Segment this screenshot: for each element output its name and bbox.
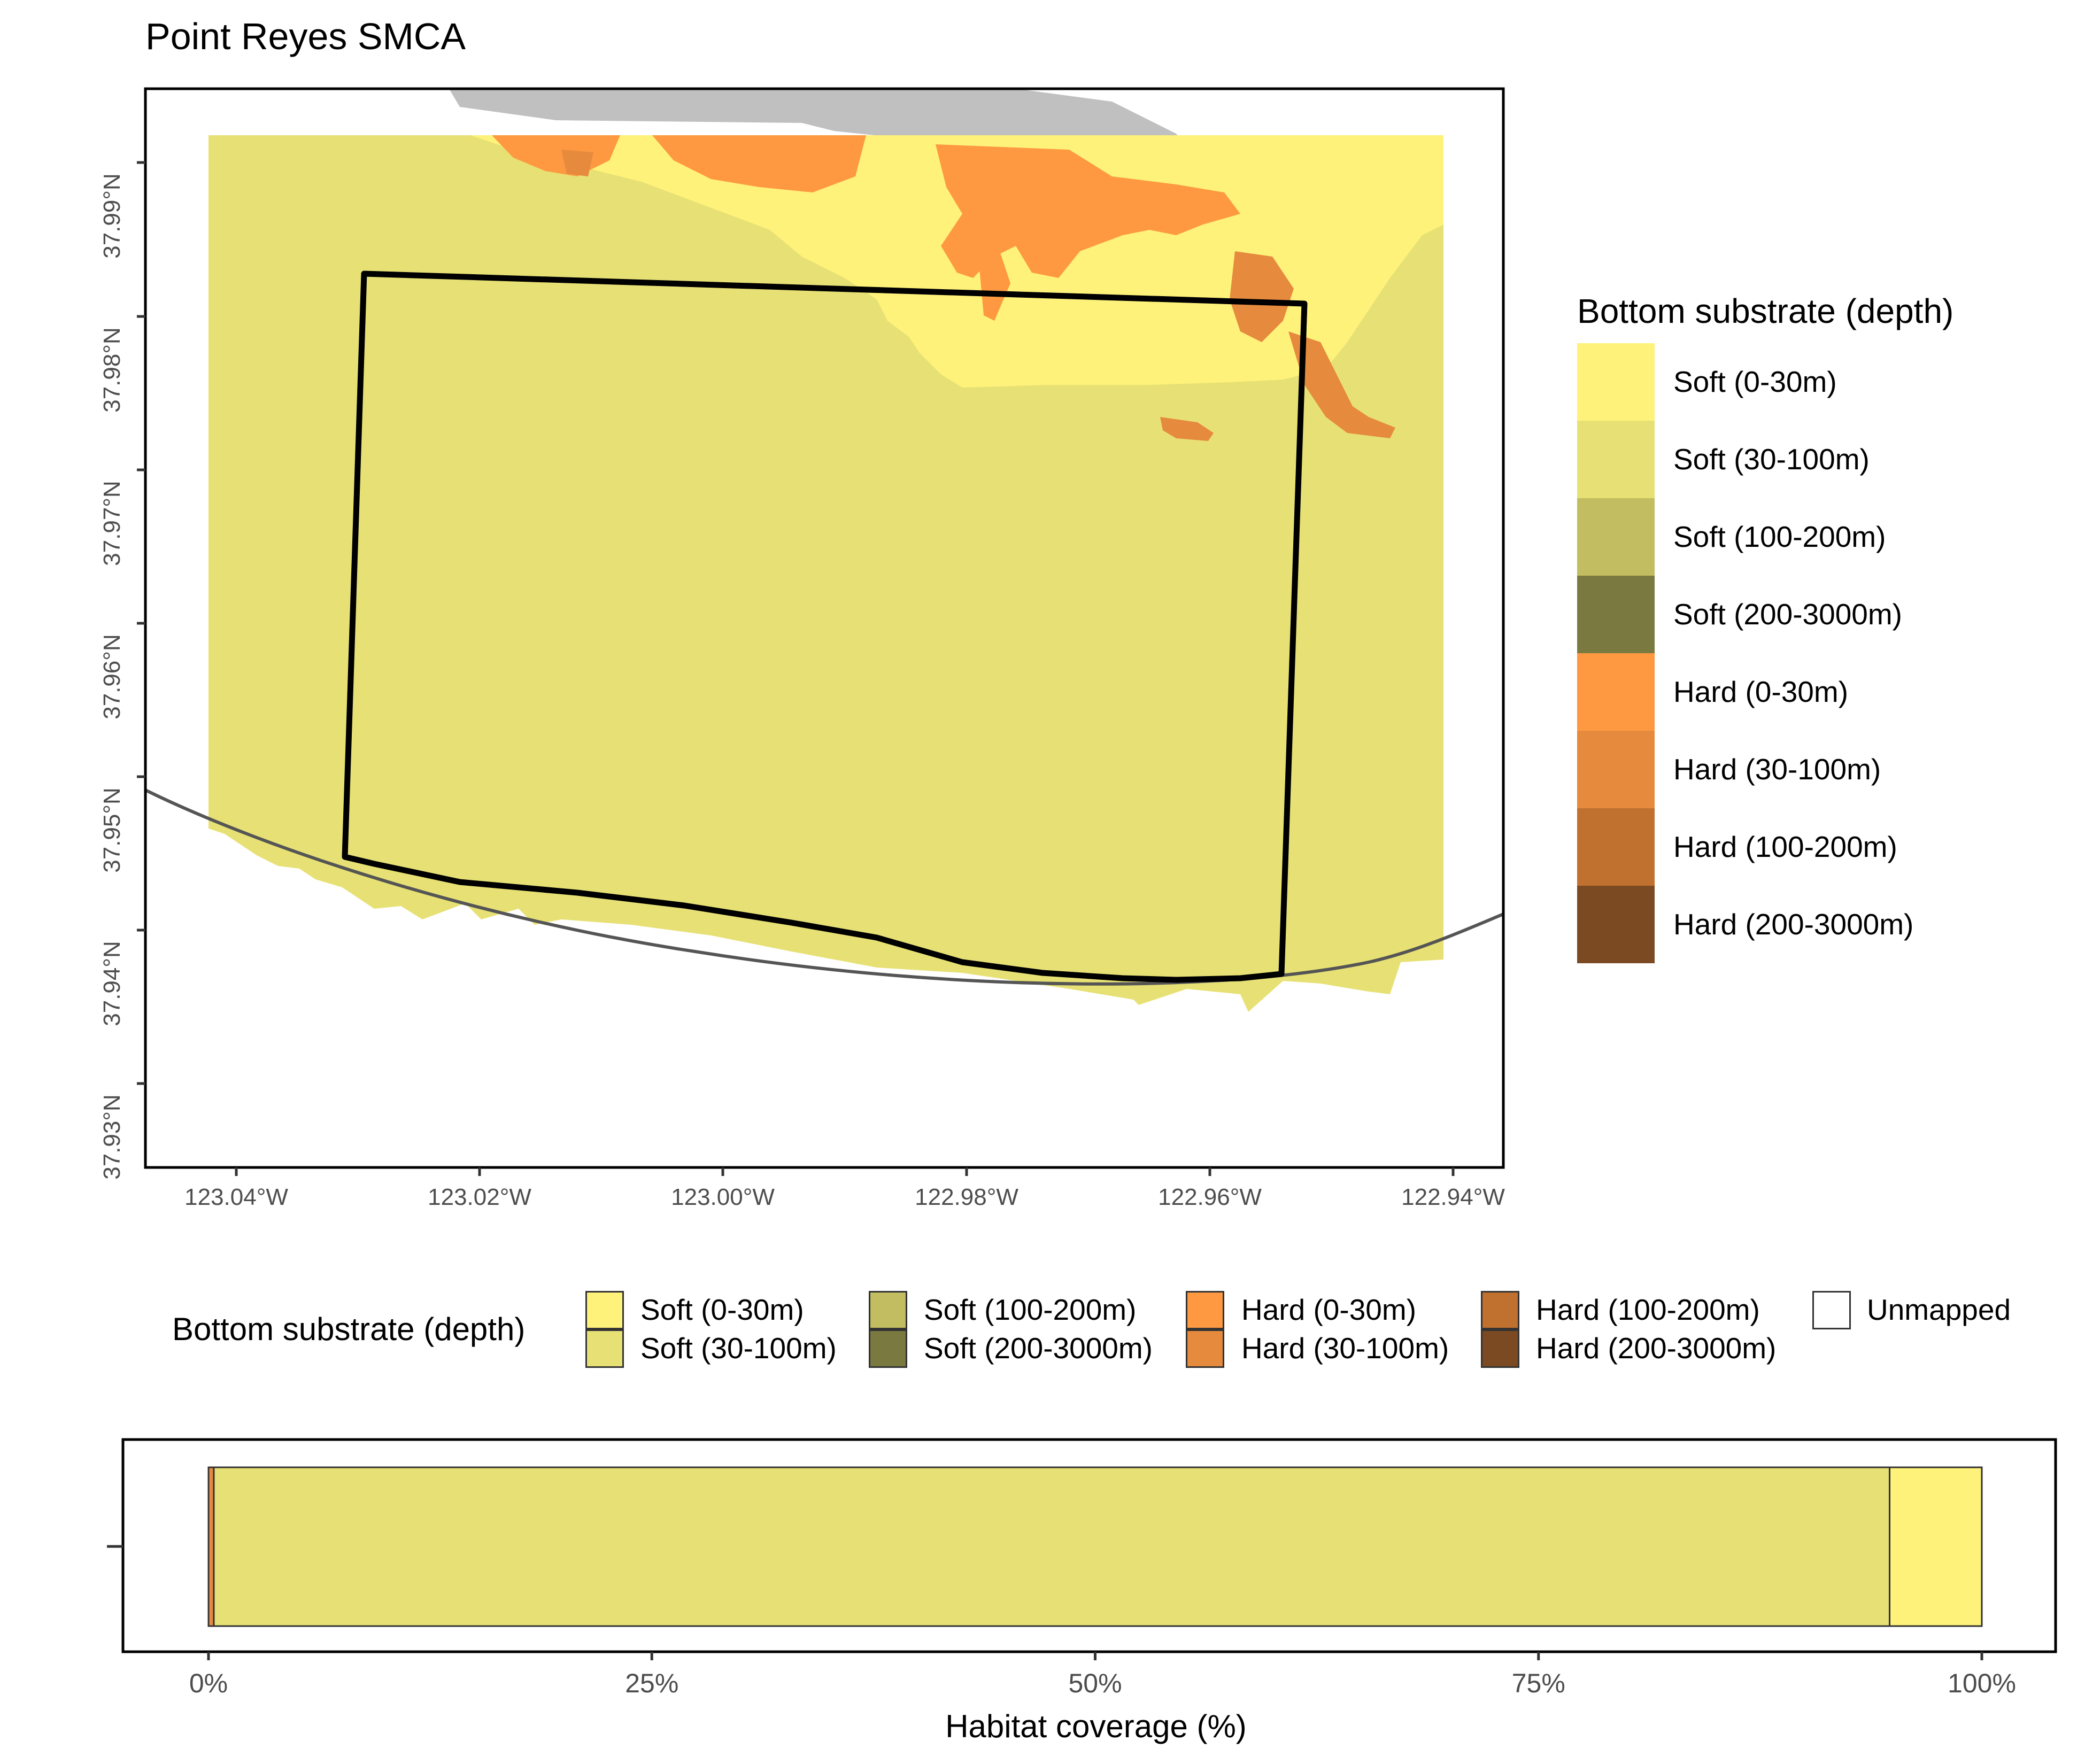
legend-label: Soft (100-200m): [1673, 520, 1886, 553]
legend-swatch: [1577, 343, 1655, 421]
bottom-legend-label: Unmapped: [1867, 1293, 2011, 1326]
boundary-curve: [145, 788, 1503, 986]
x-tick-label: 123.04°W: [184, 1184, 288, 1210]
bottom-legend-label: Soft (100-200m): [924, 1293, 1137, 1326]
map-frame: [144, 87, 1505, 1169]
bottom-legend-swatch: [585, 1291, 624, 1329]
x-tick-label: 123.02°W: [428, 1184, 531, 1210]
legend-label: Hard (30-100m): [1673, 753, 1881, 786]
bottom-legend-label: Hard (200-3000m): [1536, 1332, 1777, 1365]
bottom-legend-swatch: [1481, 1291, 1519, 1329]
x-tick-label: 122.94°W: [1401, 1184, 1505, 1210]
bar-segment: [1889, 1466, 1983, 1627]
legend-label: Hard (0-30m): [1673, 675, 1849, 708]
bar-group: [207, 1466, 1983, 1627]
bottom-legend-swatch: [869, 1291, 907, 1329]
chart-x-tick-label: 100%: [1948, 1668, 2016, 1698]
chart-x-tick-label: 0%: [189, 1668, 228, 1698]
legend-swatch: [1577, 886, 1655, 963]
chart-x-tick-label: 75%: [1511, 1668, 1565, 1698]
legend-label: Soft (200-3000m): [1673, 598, 1902, 631]
chart-x-label: Habitat coverage (%): [945, 1708, 1247, 1744]
land-polygon: [449, 89, 1203, 187]
bottom-legend-label: Hard (100-200m): [1536, 1293, 1760, 1326]
legend-label: Soft (0-30m): [1673, 365, 1837, 398]
legend-swatch: [1577, 731, 1655, 808]
x-tick-label: 122.96°W: [1158, 1184, 1262, 1210]
map-y-ticks: [137, 161, 145, 1085]
bottom-legend-label: Soft (200-3000m): [924, 1332, 1153, 1365]
legend-title: Bottom substrate (depth): [1577, 292, 1954, 330]
bottom-legend-swatch: [1812, 1291, 1851, 1329]
bottom-legend-swatch: [585, 1329, 624, 1368]
hard-30-100-patches: [561, 150, 1395, 441]
bottom-legend-swatch: [1186, 1329, 1224, 1368]
bar-segment: [213, 1466, 1891, 1627]
bottom-legend-swatch: [869, 1329, 907, 1368]
bottom-legend-swatch: [1481, 1329, 1519, 1368]
x-tick-label: 122.98°W: [915, 1184, 1018, 1210]
bottom-legend-label: Hard (30-100m): [1241, 1332, 1449, 1365]
legend-swatch: [1577, 498, 1655, 576]
map-x-ticks: [235, 1167, 1455, 1176]
bottom-legend-label: Soft (30-100m): [640, 1332, 837, 1365]
legend-swatch: [1577, 421, 1655, 498]
x-tick-label: 123.00°W: [671, 1184, 775, 1210]
bottom-legend-swatch: [1186, 1291, 1224, 1329]
chart-x-tick-label: 25%: [625, 1668, 679, 1698]
mpa-boundary: [342, 270, 1308, 983]
map-title: Point Reyes SMCA: [145, 16, 466, 57]
legend-swatch: [1577, 808, 1655, 886]
chart-x-tick-label: 50%: [1068, 1668, 1122, 1698]
legend-swatch: [1577, 653, 1655, 731]
legend-label: Soft (30-100m): [1673, 443, 1870, 476]
bottom-legend-label: Hard (0-30m): [1241, 1293, 1417, 1326]
bottom-legend-label: Soft (0-30m): [640, 1293, 804, 1326]
legend-label: Hard (100-200m): [1673, 830, 1897, 863]
legend-label: Hard (200-3000m): [1673, 908, 1914, 941]
map-area: [145, 89, 1503, 1012]
chart-x-ticks: [207, 1652, 1983, 1660]
bottom-legend-title: Bottom substrate (depth): [172, 1311, 526, 1347]
legend-swatch: [1577, 576, 1655, 653]
